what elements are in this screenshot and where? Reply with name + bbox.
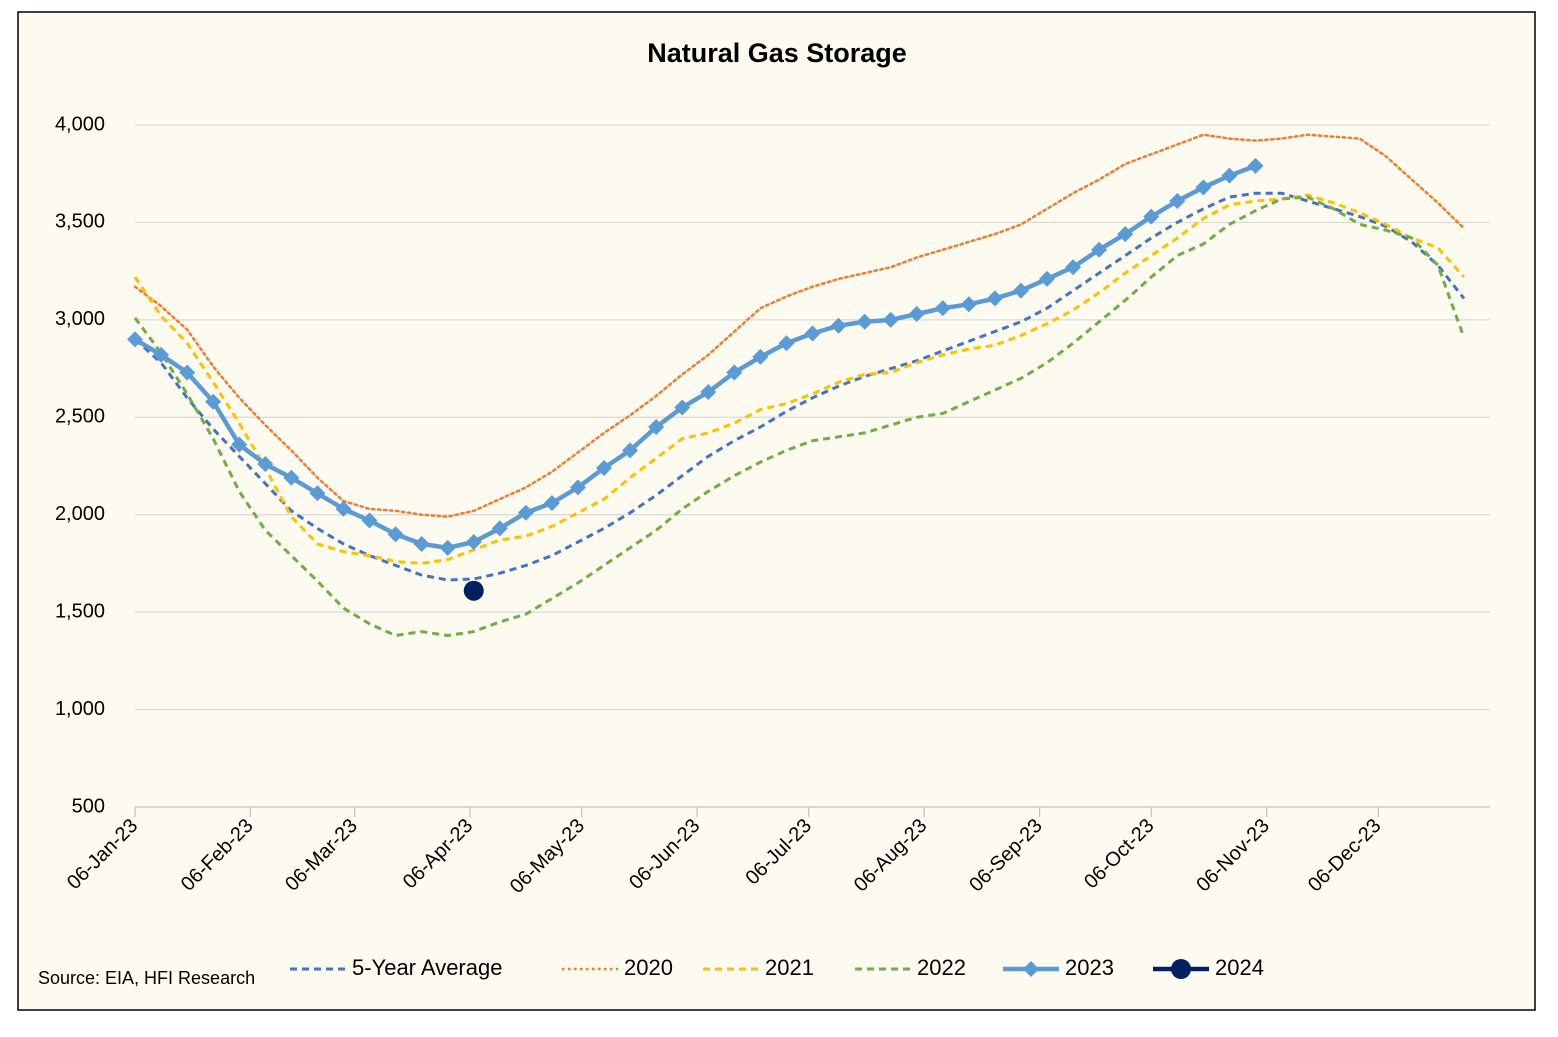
diamond-marker bbox=[153, 346, 170, 363]
legend-label: 5-Year Average bbox=[352, 955, 502, 980]
diamond-marker bbox=[439, 539, 456, 556]
diamond-marker bbox=[1247, 157, 1264, 174]
diamond-marker bbox=[882, 311, 899, 328]
legend-marker bbox=[1023, 961, 1039, 977]
diamond-marker bbox=[387, 526, 404, 543]
diamond-marker bbox=[127, 331, 143, 348]
diamond-marker bbox=[309, 485, 326, 502]
circle-marker bbox=[463, 580, 484, 601]
y-tick-label: 1,000 bbox=[55, 698, 105, 720]
diamond-marker bbox=[726, 364, 743, 381]
diamond-marker bbox=[804, 325, 821, 342]
legend-label: 2020 bbox=[624, 955, 673, 980]
diamond-marker bbox=[361, 512, 378, 529]
diamond-marker bbox=[335, 500, 352, 517]
diamond-marker bbox=[1169, 192, 1186, 209]
diamond-marker bbox=[1143, 208, 1160, 225]
chart-title: Natural Gas Storage bbox=[647, 38, 907, 68]
diamond-marker bbox=[543, 495, 560, 512]
y-tick-label: 3,500 bbox=[55, 211, 105, 233]
legend-label: 2024 bbox=[1215, 955, 1264, 980]
diamond-marker bbox=[1039, 270, 1056, 287]
diamond-marker bbox=[674, 399, 691, 416]
diamond-marker bbox=[491, 520, 508, 537]
legend-label: 2022 bbox=[917, 955, 966, 980]
y-tick-label: 500 bbox=[72, 795, 105, 817]
diamond-marker bbox=[517, 504, 534, 521]
series-line bbox=[133, 193, 1466, 565]
diamond-marker bbox=[908, 306, 925, 323]
series-line bbox=[133, 195, 1466, 638]
legend-label: 2021 bbox=[765, 955, 814, 980]
y-tick-label: 3,000 bbox=[55, 308, 105, 330]
diamond-marker bbox=[960, 296, 977, 313]
diamond-marker bbox=[569, 479, 586, 496]
diamond-marker bbox=[1012, 282, 1029, 299]
legend-marker bbox=[1171, 959, 1191, 979]
source-note: Source: EIA, HFI Research bbox=[38, 968, 255, 988]
diamond-marker bbox=[830, 317, 847, 334]
diamond-marker bbox=[700, 383, 717, 400]
diamond-marker bbox=[283, 469, 300, 486]
diamond-marker bbox=[257, 456, 274, 473]
diamond-marker bbox=[934, 300, 951, 317]
y-tick-label: 2,500 bbox=[55, 406, 105, 428]
diamond-marker bbox=[1195, 179, 1212, 196]
diamond-marker bbox=[205, 393, 222, 410]
diamond-marker bbox=[856, 313, 873, 330]
chart-frame bbox=[17, 11, 1536, 1011]
diamond-marker bbox=[179, 364, 196, 381]
y-tick-label: 2,000 bbox=[55, 503, 105, 525]
diamond-marker bbox=[231, 436, 248, 453]
diamond-marker bbox=[778, 335, 795, 352]
series-line bbox=[133, 191, 1466, 582]
diamond-marker bbox=[596, 459, 613, 476]
diamond-marker bbox=[413, 535, 430, 552]
diamond-marker bbox=[622, 442, 639, 459]
diamond-marker bbox=[465, 533, 482, 550]
diamond-marker bbox=[648, 419, 665, 436]
diamond-marker bbox=[752, 348, 769, 365]
y-tick-label: 1,500 bbox=[55, 600, 105, 622]
y-tick-label: 4,000 bbox=[55, 113, 105, 135]
diamond-marker bbox=[1065, 259, 1082, 276]
legend-label: 2023 bbox=[1065, 955, 1114, 980]
diamond-marker bbox=[986, 290, 1003, 307]
series-line bbox=[133, 133, 1466, 518]
diamond-marker bbox=[1091, 241, 1108, 258]
diamond-marker bbox=[1117, 226, 1134, 243]
diamond-marker bbox=[1221, 167, 1238, 184]
